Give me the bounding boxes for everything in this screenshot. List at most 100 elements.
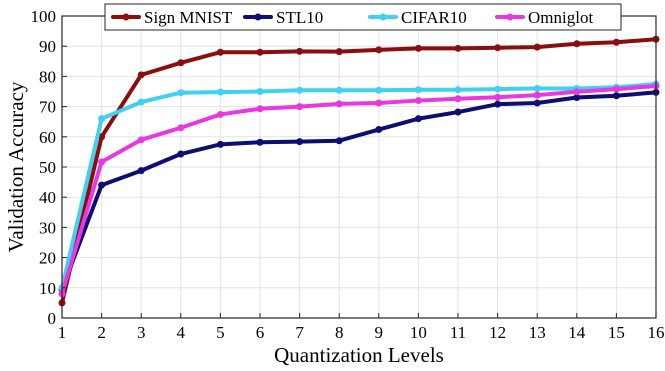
data-point xyxy=(414,86,422,94)
data-point xyxy=(454,108,462,116)
data-point xyxy=(98,158,106,166)
x-tick-label: 8 xyxy=(335,323,344,342)
series-omniglot xyxy=(58,82,660,298)
data-point xyxy=(335,137,343,145)
x-tick-label: 3 xyxy=(137,323,146,342)
y-axis-title: Validation Accuracy xyxy=(4,81,28,252)
data-point xyxy=(98,133,106,141)
data-point xyxy=(216,48,224,56)
data-point xyxy=(533,99,541,107)
data-point xyxy=(296,138,304,146)
series-lines xyxy=(58,35,660,307)
legend-label: Sign MNIST xyxy=(144,8,233,27)
legend-entry: Sign MNIST xyxy=(111,8,233,27)
data-point xyxy=(454,95,462,103)
legend-label: Omniglot xyxy=(528,8,593,27)
legend-marker xyxy=(254,13,262,21)
x-tick-label: 13 xyxy=(529,323,546,342)
x-tick-label: 6 xyxy=(256,323,265,342)
y-tick-label: 30 xyxy=(39,218,56,237)
data-point xyxy=(137,167,145,175)
data-point xyxy=(375,86,383,94)
y-tick-label: 60 xyxy=(39,128,56,147)
x-tick-label: 12 xyxy=(489,323,506,342)
data-point xyxy=(137,71,145,79)
data-point xyxy=(216,88,224,96)
data-point xyxy=(216,110,224,118)
data-point xyxy=(494,93,502,101)
data-point xyxy=(612,38,620,46)
data-point xyxy=(454,44,462,52)
data-point xyxy=(612,92,620,100)
y-tick-label: 100 xyxy=(31,7,57,26)
x-tick-label: 10 xyxy=(410,323,427,342)
data-point xyxy=(137,98,145,106)
x-axis-title: Quantization Levels xyxy=(274,343,444,367)
y-tick-label: 0 xyxy=(48,309,57,328)
x-tick-label: 2 xyxy=(97,323,106,342)
x-tick-label: 9 xyxy=(375,323,384,342)
legend-entry: Omniglot xyxy=(495,8,593,27)
x-tick-label: 5 xyxy=(216,323,225,342)
data-point xyxy=(612,85,620,93)
y-tick-label: 80 xyxy=(39,67,56,86)
x-tick-label: 11 xyxy=(450,323,466,342)
data-point xyxy=(98,115,106,123)
data-point xyxy=(533,43,541,51)
data-point xyxy=(256,88,264,95)
y-tick-label: 50 xyxy=(39,158,56,177)
x-axis-ticks: 1 2 3 4 5 6 7 8 9 10 11 12 13 14 15 16 xyxy=(58,313,665,342)
series-cifar10 xyxy=(58,80,660,292)
data-point xyxy=(375,126,383,134)
legend-box xyxy=(104,3,622,31)
data-point xyxy=(256,48,264,56)
data-point xyxy=(494,100,502,108)
legend-entry: CIFAR10 xyxy=(368,8,467,27)
data-point xyxy=(177,150,185,158)
x-tick-label: 15 xyxy=(608,323,625,342)
data-point xyxy=(335,86,343,94)
data-point xyxy=(177,89,185,97)
legend-marker xyxy=(506,13,514,21)
legend-label: STL10 xyxy=(276,8,323,27)
series-sign-mnist xyxy=(58,35,660,307)
data-point xyxy=(573,94,581,102)
data-point xyxy=(573,40,581,48)
data-point xyxy=(573,88,581,96)
series-stl10 xyxy=(58,88,660,293)
legend-entry: STL10 xyxy=(243,8,323,27)
y-tick-label: 90 xyxy=(39,37,56,56)
x-tick-label: 4 xyxy=(177,323,186,342)
data-point xyxy=(414,97,422,105)
legend: Sign MNIST STL10 CIFAR10 Omniglot xyxy=(104,3,622,31)
data-point xyxy=(177,59,185,67)
legend-marker xyxy=(122,13,130,21)
y-tick-label: 20 xyxy=(39,249,56,268)
data-point xyxy=(375,46,383,54)
x-tick-label: 14 xyxy=(568,323,586,342)
data-point xyxy=(494,85,502,93)
data-point xyxy=(533,91,541,99)
data-point xyxy=(335,48,343,56)
y-tick-label: 40 xyxy=(39,188,56,207)
series-line xyxy=(60,90,658,292)
data-point xyxy=(296,86,304,94)
data-point xyxy=(256,105,264,113)
legend-marker xyxy=(379,13,387,21)
x-tick-label: 1 xyxy=(58,323,67,342)
data-point xyxy=(454,86,462,94)
data-point xyxy=(414,44,422,52)
series-line xyxy=(60,84,658,296)
data-point xyxy=(494,44,502,52)
series-line xyxy=(60,37,658,305)
series-line xyxy=(60,81,658,290)
data-point xyxy=(296,47,304,55)
grid xyxy=(61,15,657,319)
data-point xyxy=(414,115,422,123)
y-tick-label: 10 xyxy=(39,279,56,298)
data-point xyxy=(375,99,383,107)
data-point xyxy=(256,138,264,146)
data-point xyxy=(296,103,304,111)
data-point xyxy=(98,181,106,189)
